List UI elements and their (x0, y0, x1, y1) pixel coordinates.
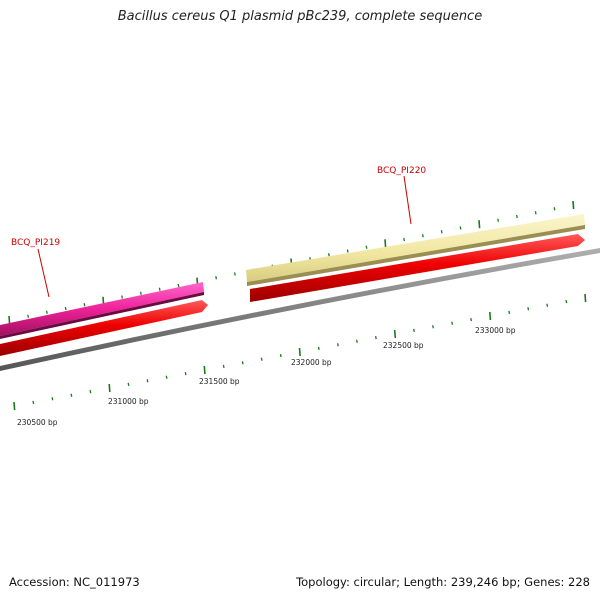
inner-tick-minor (89, 389, 92, 394)
inner-tick-minor (527, 307, 530, 311)
cds-arrow-bcq-pi219[interactable] (0, 300, 208, 356)
position-label-232000: 232000 bp (291, 358, 332, 367)
inner-tick-minor (470, 317, 473, 322)
inner-tick-minor (317, 346, 320, 351)
outer-tick-minor (459, 226, 462, 230)
inner-tick-minor (222, 364, 225, 369)
outer-tick-minor (215, 276, 218, 280)
inner-tick-minor (336, 343, 339, 347)
outer-tick-minor (233, 272, 236, 276)
outer-tick-minor (403, 237, 406, 242)
gene-label-bcq-pi220[interactable]: BCQ_PI220 (377, 166, 426, 176)
outer-tick-minor (121, 295, 124, 299)
position-label-233000: 233000 bp (475, 326, 516, 335)
inner-tick-minor (32, 400, 35, 405)
outer-tick-minor (534, 211, 537, 215)
outer-tick-minor (421, 234, 424, 238)
gene-feature-bcq-pi220[interactable] (246, 214, 585, 282)
summary-text: Topology: circular; Length: 239,246 bp; … (296, 575, 590, 589)
inner-tick-minor (413, 328, 415, 333)
inner-tick-minor (260, 357, 263, 361)
outer-tick-minor (139, 291, 142, 295)
accession-text: Accession: NC_011973 (9, 575, 140, 589)
outer-tick-minor (64, 306, 67, 311)
inner-tick-minor (508, 310, 511, 315)
outer-tick-major (8, 315, 11, 325)
outer-tick-minor (515, 214, 518, 219)
outer-tick-minor (158, 287, 161, 291)
position-label-231000: 231000 bp (108, 397, 149, 406)
inner-tick-marks (13, 293, 587, 411)
outer-tick-minor (553, 207, 556, 211)
outer-tick-minor (440, 230, 443, 234)
inner-tick-minor (127, 382, 130, 387)
inner-tick-minor (374, 335, 377, 340)
inner-tick-minor (165, 375, 168, 379)
inner-tick-minor (451, 321, 454, 325)
outer-tick-minor (346, 249, 349, 253)
inner-tick-minor (546, 303, 549, 307)
inner-tick-minor (565, 299, 568, 304)
inner-tick-major (584, 293, 587, 303)
outer-tick-major (572, 200, 575, 210)
outer-tick-minor (177, 283, 180, 288)
gene-feature-bcq-pi219-shadow (0, 292, 204, 339)
outer-tick-major (384, 239, 387, 248)
gene-label-bcq-pi219[interactable]: BCQ_PI219 (11, 238, 60, 248)
inner-tick-minor (146, 379, 149, 383)
inner-tick-major (393, 329, 397, 339)
inner-tick-minor (355, 339, 358, 343)
position-label-232500: 232500 bp (383, 341, 424, 350)
inner-tick-minor (432, 325, 434, 329)
map-title: Bacillus cereus Q1 plasmid pBc239, compl… (117, 9, 483, 24)
plasmid-backbone (0, 248, 600, 371)
position-label-231500: 231500 bp (199, 377, 240, 386)
outer-tick-minor (327, 253, 330, 257)
label-line-bcq-pi220 (403, 175, 412, 225)
inner-tick-major (298, 347, 301, 357)
outer-tick-minor (27, 314, 30, 318)
inner-tick-minor (70, 393, 73, 397)
cds-arrow-bcq-pi220[interactable] (250, 234, 585, 302)
outer-tick-minor (45, 310, 48, 314)
label-line-bcq-pi219 (37, 248, 50, 298)
inner-tick-minor (184, 371, 187, 376)
outer-tick-minor (365, 245, 368, 249)
gene-feature-bcq-pi219[interactable] (0, 282, 204, 336)
outer-tick-minor (83, 303, 86, 307)
inner-tick-minor (279, 353, 282, 358)
gene-feature-bcq-pi220-shadow (247, 225, 585, 286)
outer-tick-minor (497, 218, 500, 222)
inner-tick-minor (51, 397, 54, 401)
inner-tick-major (108, 383, 111, 393)
position-label-230500: 230500 bp (17, 418, 58, 427)
outer-tick-major (478, 220, 481, 229)
inner-tick-major (203, 365, 206, 375)
inner-tick-minor (241, 361, 244, 365)
inner-tick-major (489, 311, 492, 321)
inner-tick-major (13, 401, 16, 411)
